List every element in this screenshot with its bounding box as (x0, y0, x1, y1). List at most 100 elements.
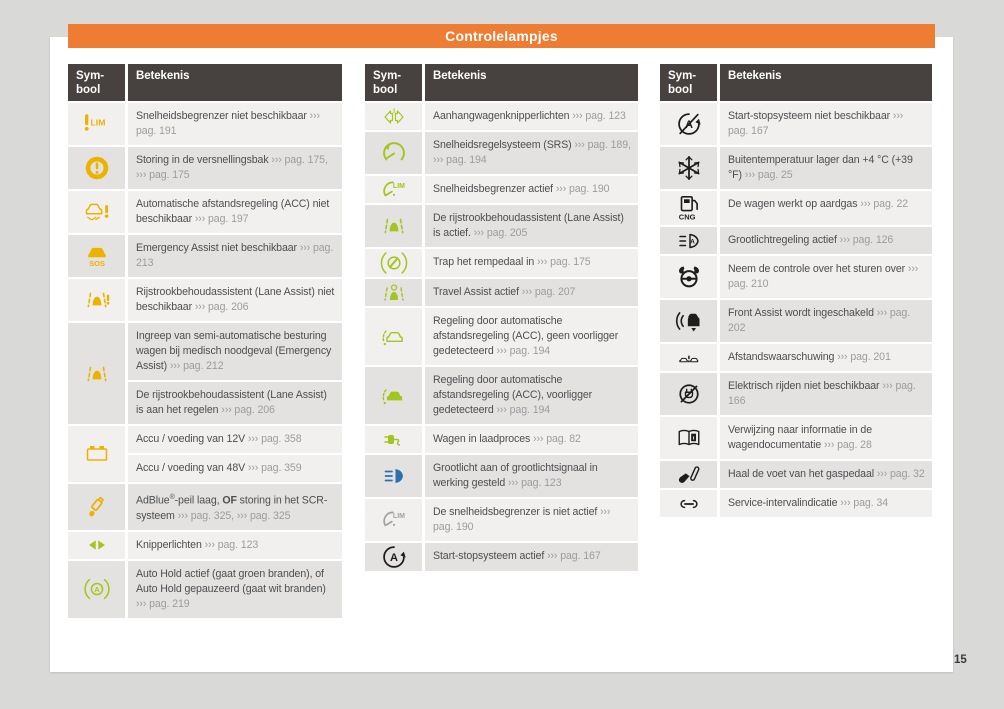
table-row: AdBlue®-peil laag, OF storing in het SCR… (68, 484, 342, 530)
page-reference-link[interactable]: ››› pag. 191 (136, 110, 320, 137)
page-reference-link[interactable]: ››› pag. 219 (136, 597, 190, 610)
column-header-meaning: Betekenis (128, 64, 342, 101)
page-reference-link[interactable]: ››› pag. 175, ››› pag. 175 (136, 154, 328, 181)
row-text: Wagen in laadproces ››› pag. 82 (425, 426, 638, 453)
table-row: Grootlicht aan of grootlichtsignaal in w… (365, 455, 638, 497)
page-reference-link[interactable]: ››› pag. 194 (496, 345, 551, 357)
charging-icon (365, 426, 422, 453)
manual-book-icon: i (660, 417, 717, 459)
page-number: 15 (954, 654, 967, 666)
acc-no-vehicle-icon (365, 308, 422, 365)
row-text: Service-intervalindicatie ››› pag. 34 (720, 490, 932, 517)
table-row: i Verwijzing naar informatie in de wagend… (660, 417, 932, 459)
column-header-meaning: Betekenis (720, 64, 932, 101)
page-reference-link[interactable]: ››› pag. 190 (555, 183, 610, 195)
row-text: Front Assist wordt ingeschakeld ››› pag.… (720, 300, 932, 342)
row-text: Afstandswaarschuwing ››› pag. 201 (720, 344, 932, 371)
warning-lights-table-3: Sym-bool Betekenis A Start-stopsysteem niet… (660, 64, 932, 519)
lane-assist-warning-icon (68, 279, 125, 321)
page-reference-link[interactable]: ››› pag. 359 (247, 462, 302, 474)
page-reference-link[interactable]: ››› pag. 82 (533, 433, 581, 445)
page-reference-link[interactable]: ››› pag. 358 (247, 433, 302, 445)
table-row: LIM Snelheidsbegrenzer niet beschikbaar ›… (68, 103, 342, 145)
page-reference-link[interactable]: ››› pag. 212 (169, 360, 224, 372)
table-row: Regeling door automatische afstandsregel… (365, 367, 638, 424)
row-text: Neem de controle over het sturen over ››… (720, 256, 932, 298)
table-row: A Start-stopsysteem actief ››› pag. 167 (365, 543, 638, 571)
row-text: Accu / voeding van 12V ››› pag. 358 (128, 426, 342, 453)
warning-lights-table-2: Sym-bool Betekenis 1 Aanhangwagenknipperlic… (365, 64, 638, 573)
steering-takeover-icon (660, 256, 717, 298)
speed-limiter-icon: LIM (365, 176, 422, 203)
row-text: Accu / voeding van 48V ››› pag. 359 (128, 455, 342, 482)
table-row: Automatische afstandsregeling (ACC) niet… (68, 191, 342, 233)
cng-icon: CNG (660, 191, 717, 225)
cruise-control-icon (365, 132, 422, 174)
page-reference-link[interactable]: ››› pag. 213 (136, 242, 334, 269)
table-row: De rijstrookbehoudassistent (Lane Assist… (365, 205, 638, 247)
page-reference-link[interactable]: ››› pag. 175 (537, 256, 591, 268)
table-header-row: Sym-bool Betekenis (365, 64, 638, 101)
row-text: Trap het rempedaal in ››› pag. 175 (425, 249, 638, 277)
svg-text:A: A (389, 552, 397, 564)
page-reference-link[interactable]: ››› pag. 22 (860, 198, 909, 210)
page-reference-link[interactable]: ››› pag. 126 (839, 234, 894, 246)
adblue-icon (68, 484, 125, 530)
row-text: Knipperlichten ››› pag. 123 (128, 531, 342, 559)
page-reference-link[interactable]: ››› pag. 190 (433, 506, 611, 533)
battery-icon (68, 426, 125, 482)
auto-high-beam-icon: A (660, 227, 717, 254)
page-reference-link[interactable]: ››› pag. 189, ››› pag. 194 (433, 139, 631, 166)
page-reference-link[interactable]: ››› pag. 201 (837, 351, 891, 363)
page-reference-link[interactable]: ››› pag. 34 (840, 497, 888, 509)
row-text: Rijstrookbehoudassistent (Lane Assist) n… (128, 279, 342, 321)
page-reference-link[interactable]: ››› pag. 167 (547, 550, 601, 562)
page-reference-link[interactable]: ››› pag. 325, ››› pag. 325 (177, 509, 291, 522)
row-text: De rijstrookbehoudassistent (Lane Assist… (425, 205, 638, 247)
page-reference-link[interactable]: ››› pag. 167 (728, 110, 904, 137)
table-row: Elektrisch rijden niet beschikbaar ››› p… (660, 373, 932, 415)
snowflake-icon (660, 147, 717, 189)
row-text: Grootlicht aan of grootlichtsignaal in w… (425, 455, 638, 497)
svg-text:A: A (690, 238, 695, 245)
page-reference-link[interactable]: ››› pag. 25 (744, 169, 793, 181)
page-reference-link[interactable]: ››› pag. 123 (204, 538, 259, 551)
lane-assist-icon (68, 323, 125, 424)
row-text: Start-stopsysteem actief ››› pag. 167 (425, 543, 638, 571)
page-reference-link[interactable]: ››› pag. 206 (221, 404, 275, 416)
page-reference-link[interactable]: ››› pag. 28 (823, 439, 872, 451)
row-text: Snelheidsbegrenzer niet beschikbaar ››› … (128, 103, 342, 145)
page-reference-link[interactable]: ››› pag. 197 (194, 213, 249, 225)
page-reference-link[interactable]: ››› pag. 202 (728, 307, 911, 334)
table-row: Accu / voeding van 12V ››› pag. 358 Accu … (68, 426, 342, 482)
row-text: Grootlichtregeling actief ››› pag. 126 (720, 227, 932, 254)
column-header-symbol: Sym-bool (68, 64, 125, 101)
page-reference-link[interactable]: ››› pag. 32 (876, 468, 925, 480)
page-reference-link[interactable]: ››› pag. 205 (473, 227, 528, 239)
page-reference-link[interactable]: ››› pag. 207 (521, 286, 576, 298)
page-reference-link[interactable]: ››› pag. 123 (507, 477, 562, 489)
svg-text:LIM: LIM (392, 513, 404, 520)
table-row: Ingreep van semi-automatische besturing … (68, 323, 342, 424)
table-header-row: Sym-bool Betekenis (68, 64, 342, 101)
table-row: Regeling door automatische afstandsregel… (365, 308, 638, 365)
row-text: De rijstrookbehoudassistent (Lane Assist… (128, 382, 342, 424)
table-row: Wagen in laadproces ››› pag. 82 (365, 426, 638, 453)
page-reference-link[interactable]: ››› pag. 194 (496, 404, 551, 416)
page-reference-link[interactable]: ››› pag. 210 (728, 263, 919, 290)
page-reference-link[interactable]: ››› pag. 166 (728, 380, 916, 407)
row-text: De snelheidsbegrenzer is niet actief ›››… (425, 499, 638, 541)
table-row: Neem de controle over het sturen over ››… (660, 256, 932, 298)
column-header-meaning: Betekenis (425, 64, 638, 101)
gearbox-warning-icon (68, 147, 125, 189)
row-text: Automatische afstandsregeling (ACC) niet… (128, 191, 342, 233)
page-reference-link[interactable]: ››› pag. 206 (194, 301, 249, 313)
svg-text:CNG: CNG (678, 212, 695, 221)
travel-assist-icon (365, 279, 422, 306)
row-text: AdBlue®-peil laag, OF storing in het SCR… (128, 484, 342, 530)
page-reference-link[interactable]: ››› pag. 123 (572, 110, 626, 122)
page-title: Controlelampjes (445, 28, 558, 44)
table-row: Travel Assist actief ››› pag. 207 (365, 279, 638, 306)
svg-text:A: A (94, 585, 100, 594)
